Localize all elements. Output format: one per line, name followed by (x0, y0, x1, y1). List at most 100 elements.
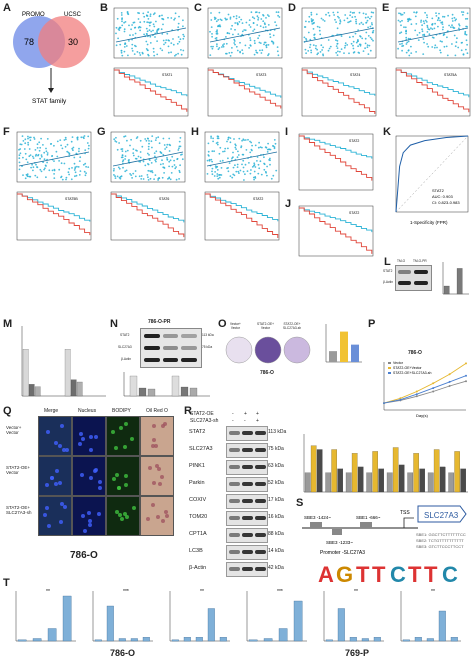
scatter-point (124, 42, 127, 45)
scatter-point (215, 142, 218, 144)
scatter-point (248, 47, 250, 49)
regression-line (112, 151, 184, 167)
scatter-point (348, 52, 350, 55)
scatter-point (238, 137, 241, 140)
scatter-point (349, 11, 352, 13)
scatter-point (370, 38, 373, 41)
scatter-point (225, 42, 228, 45)
q-row-2: STAT2-OE+ SLC27A3-sh (6, 505, 32, 515)
scatter-point (260, 18, 263, 20)
s-gene-arrow (417, 505, 467, 523)
microscopy-image (106, 416, 140, 456)
scatter-point (274, 142, 277, 145)
scatter-point (415, 51, 417, 53)
scatter-point (53, 160, 55, 162)
scatter-point (124, 155, 127, 157)
scatter-point (136, 51, 139, 53)
scatter-point (259, 160, 262, 163)
r-band-name: Parkin (189, 480, 205, 486)
scatter-point (28, 155, 31, 158)
scatter-point (252, 22, 255, 25)
scatter-point (371, 23, 373, 26)
scatter-point (165, 146, 168, 149)
scatter-point (236, 163, 239, 166)
scatter-point (144, 164, 147, 167)
cell-nucleus (83, 528, 88, 533)
scatter-point (351, 16, 354, 18)
scatter-point (261, 146, 263, 149)
scatter-point (141, 145, 144, 148)
scatter-point (464, 32, 466, 34)
scatter-point (272, 41, 275, 44)
cell-nucleus (124, 514, 129, 519)
l-band-actin: β-Actin (383, 280, 393, 284)
scatter-point (422, 20, 425, 23)
scatter-point (170, 172, 173, 174)
survival-high-line (396, 69, 470, 113)
microscopy-image (140, 456, 174, 496)
scatter-point (329, 45, 332, 48)
o-bar-chart (325, 324, 362, 363)
roc-diagonal (395, 135, 469, 213)
scatter-point (82, 163, 85, 166)
line-point (415, 390, 418, 393)
bar (76, 381, 83, 397)
scatter-point (164, 148, 166, 150)
scatter-point (121, 160, 124, 163)
scatter-point (134, 44, 136, 47)
bar (419, 468, 426, 493)
scatter-point (441, 40, 443, 43)
scatter-point (177, 36, 180, 38)
scatter-point (43, 158, 46, 161)
scatter-point (455, 18, 457, 21)
scatter-point (134, 32, 137, 35)
scatter-point (53, 177, 56, 179)
scatter-point (264, 23, 266, 26)
panel-d-charts: STAT4 (301, 7, 377, 117)
scatter-point (357, 29, 359, 31)
scatter-point (19, 143, 22, 146)
sbe-box-3 (332, 529, 342, 535)
scatter-point (146, 49, 149, 51)
scatter-point (43, 168, 45, 171)
scatter-point (212, 140, 214, 143)
cell-nucleus (64, 447, 69, 452)
scatter-point (456, 37, 458, 40)
scatter-point (73, 162, 76, 165)
l-lane-2: TM-O-PR (413, 259, 427, 263)
scatter-point (157, 179, 159, 181)
venn-arrow-target: STAT family (32, 98, 67, 105)
blot-band (242, 465, 253, 469)
scatter-point (257, 17, 260, 19)
cell-nucleus (116, 485, 121, 490)
survival-gene: STAT3 (256, 73, 266, 77)
cell-nucleus (124, 422, 129, 427)
cell-nucleus (164, 513, 169, 518)
scatter-point (336, 47, 339, 49)
panel-letter-s: S (296, 497, 304, 509)
scatter-point (139, 29, 141, 32)
scatter-point (178, 171, 181, 174)
scatter-point (119, 43, 122, 46)
venn-diagram: PROMO UCSC 78 30 STAT family (13, 12, 90, 105)
scatter-point (442, 26, 444, 28)
l-band-stat2: STAT2 (383, 269, 393, 273)
scatter-point (163, 167, 166, 169)
scatter-point (250, 141, 253, 144)
scatter-point (357, 51, 360, 54)
scatter-point (59, 139, 62, 141)
scatter-point (171, 165, 174, 168)
scatter-point (154, 155, 156, 158)
scatter-point (314, 47, 317, 50)
scatter-point (225, 52, 227, 55)
scatter-point (58, 168, 61, 171)
scatter-point (268, 15, 270, 17)
o-cond-2: STAT2-OE+ Vector (257, 322, 274, 330)
scatter-point (171, 155, 174, 158)
panel-letter-n: N (110, 318, 118, 330)
scatter-point (316, 25, 319, 28)
panel-letter-c: C (194, 2, 202, 14)
scatter-point (367, 53, 370, 55)
scatter-point (309, 46, 311, 49)
scatter-point (145, 32, 148, 35)
